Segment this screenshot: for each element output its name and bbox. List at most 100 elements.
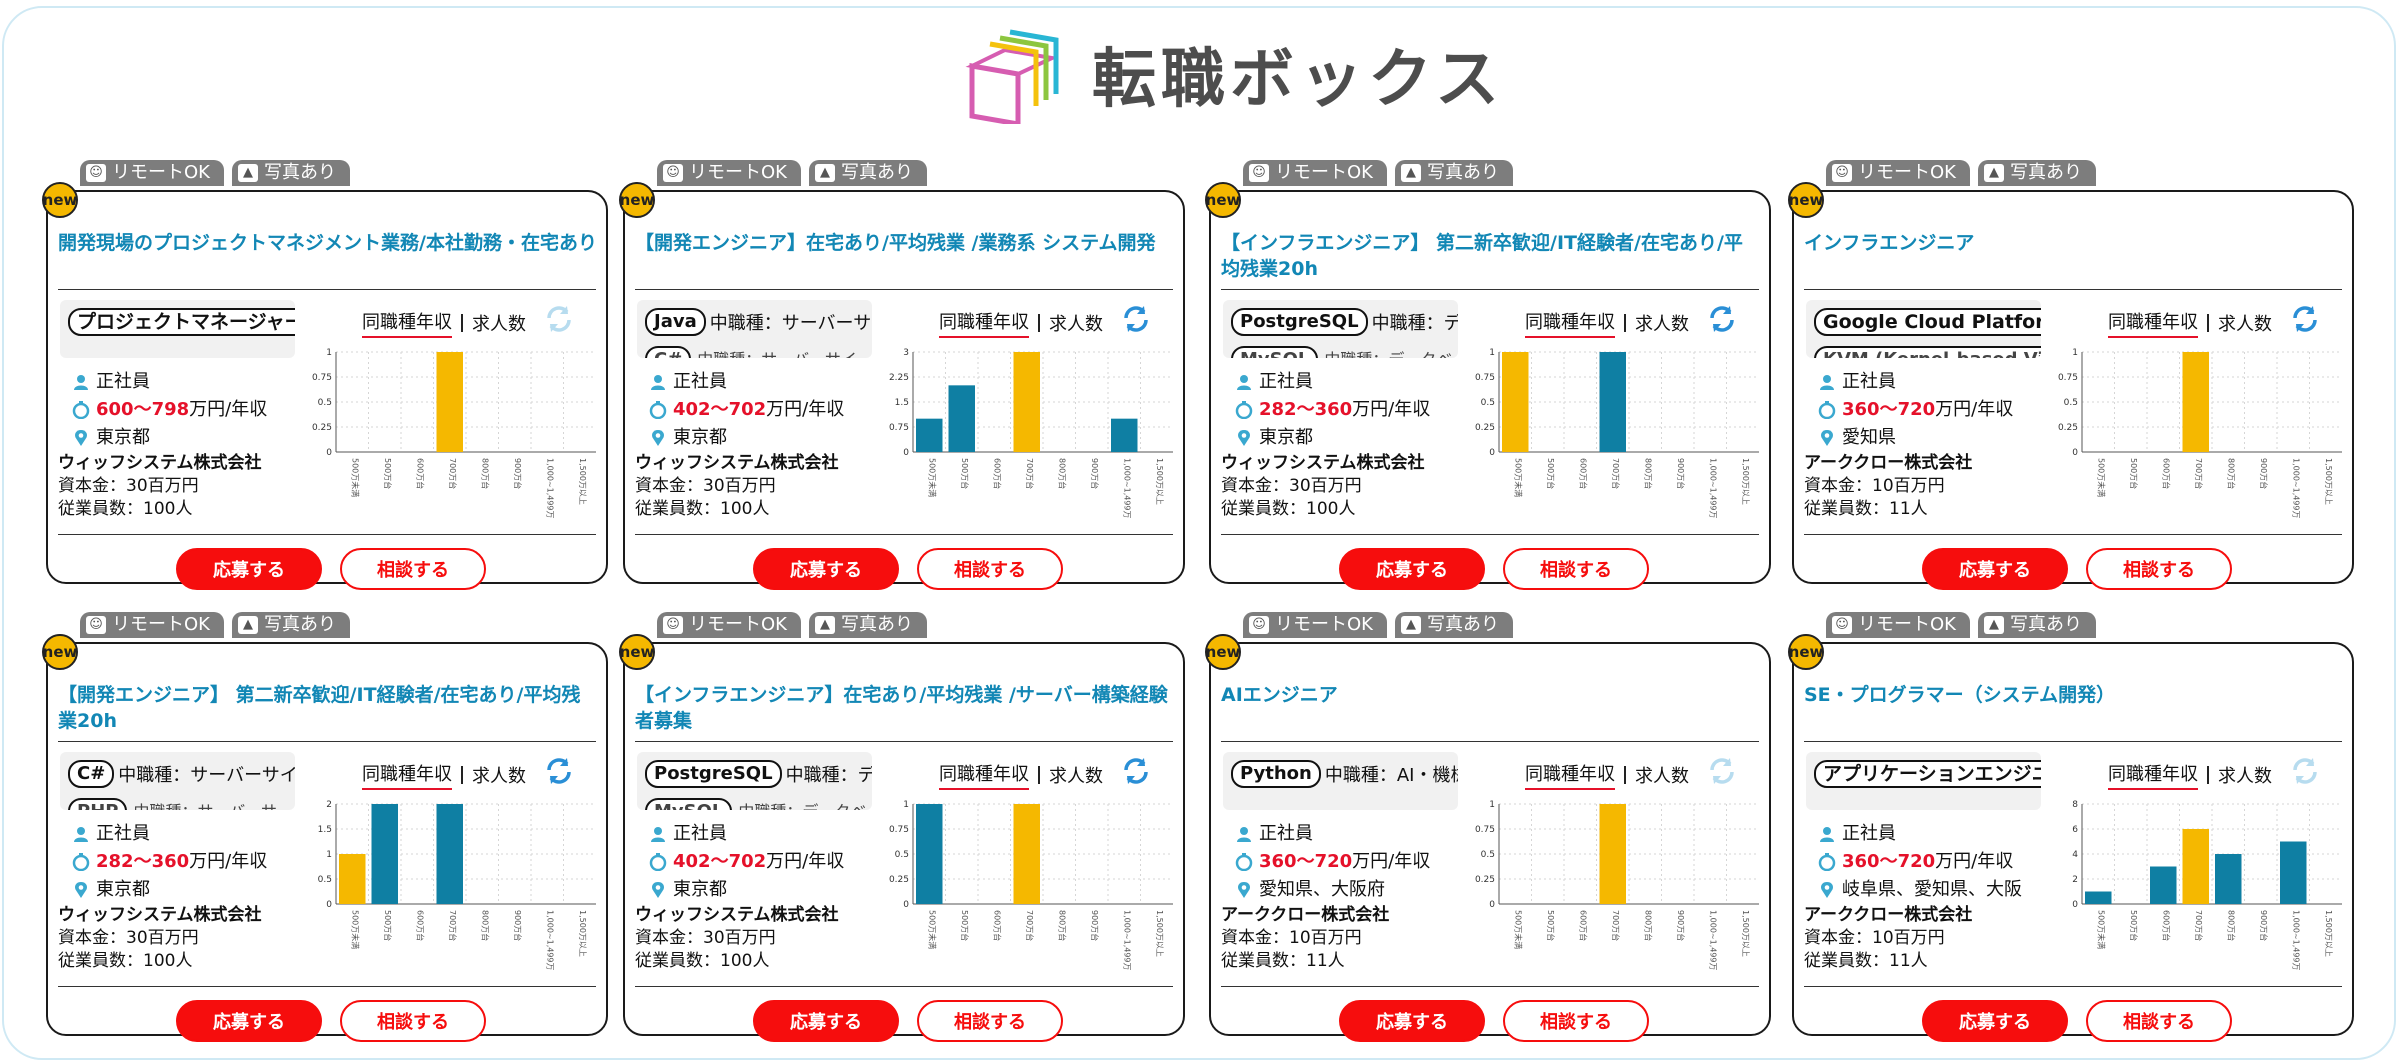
consult-button[interactable]: 相談する bbox=[340, 1000, 486, 1042]
toggle-count[interactable]: 求人数 bbox=[1635, 766, 1689, 787]
chart-bar bbox=[436, 352, 463, 452]
toggle-salary[interactable]: 同職種年収 bbox=[939, 760, 1029, 790]
employment-row: 正社員 bbox=[1235, 820, 1430, 848]
apply-button[interactable]: 応募する bbox=[753, 548, 899, 590]
chart-bar bbox=[1502, 352, 1529, 452]
remote-tag: ☺ リモートOK bbox=[657, 612, 801, 638]
y-tick-label: 1 bbox=[326, 850, 332, 860]
y-tick-label: 3 bbox=[903, 348, 909, 358]
company-name[interactable]: ウィッフシステム株式会社 bbox=[58, 453, 262, 473]
chart-toggle[interactable]: 同職種年収 求人数 bbox=[939, 308, 1103, 338]
photo-label: 写真あり bbox=[263, 614, 336, 635]
x-tick-label: 800万台 bbox=[2226, 910, 2236, 941]
company-name[interactable]: ウィッフシステム株式会社 bbox=[635, 453, 839, 473]
company-name[interactable]: アーククロー株式会社 bbox=[1804, 453, 1973, 473]
chart-toggle[interactable]: 同職種年収 求人数 bbox=[1525, 760, 1689, 790]
toggle-count[interactable]: 求人数 bbox=[472, 314, 526, 335]
company-name[interactable]: ウィッフシステム株式会社 bbox=[1221, 453, 1425, 473]
consult-button[interactable]: 相談する bbox=[2086, 548, 2232, 590]
employment-type: 正社員 bbox=[1842, 371, 1896, 392]
apply-button[interactable]: 応募する bbox=[1922, 548, 2068, 590]
apply-button[interactable]: 応募する bbox=[1339, 1000, 1485, 1042]
company-name[interactable]: アーククロー株式会社 bbox=[1804, 905, 1973, 925]
company-name[interactable]: アーククロー株式会社 bbox=[1221, 905, 1390, 925]
chart-toggle[interactable]: 同職種年収 求人数 bbox=[362, 308, 526, 338]
refresh-icon[interactable] bbox=[542, 302, 576, 336]
job-title[interactable]: 【インフラエンジニア】在宅あり/平均残業 /サーバー構築経験者募集 bbox=[635, 684, 1168, 732]
job-subcategory: 中職種：デー bbox=[785, 765, 872, 786]
toggle-count[interactable]: 求人数 bbox=[2218, 766, 2272, 787]
toggle-count[interactable]: 求人数 bbox=[1049, 314, 1103, 335]
company-name[interactable]: ウィッフシステム株式会社 bbox=[58, 905, 262, 925]
apply-button[interactable]: 応募する bbox=[753, 1000, 899, 1042]
apply-button[interactable]: 応募する bbox=[1339, 548, 1485, 590]
apply-button[interactable]: 応募する bbox=[176, 548, 322, 590]
x-tick-label: 800万台 bbox=[2226, 458, 2236, 489]
remote-tag: ☺ リモートOK bbox=[657, 160, 801, 186]
employment-row: 正社員 bbox=[1818, 368, 2013, 396]
chart-bar bbox=[1111, 418, 1138, 452]
chart-bar bbox=[2150, 866, 2177, 904]
refresh-icon[interactable] bbox=[2288, 302, 2322, 336]
company-name[interactable]: ウィッフシステム株式会社 bbox=[635, 905, 839, 925]
job-title[interactable]: AIエンジニア bbox=[1221, 684, 1338, 706]
toggle-salary[interactable]: 同職種年収 bbox=[2108, 308, 2198, 338]
salary-row: 402〜702万円/年収 bbox=[649, 396, 844, 424]
skill-tags: C# 中職種：サーバーサイ PHP 中職種：サーバーサ bbox=[60, 752, 295, 810]
job-title[interactable]: 【開発エンジニア】 第二新卒歓迎/IT経験者/在宅あり/平均残業20h bbox=[58, 684, 581, 732]
toggle-count[interactable]: 求人数 bbox=[472, 766, 526, 787]
refresh-icon[interactable] bbox=[542, 754, 576, 788]
refresh-icon[interactable] bbox=[1705, 302, 1739, 336]
chart-toggle[interactable]: 同職種年収 求人数 bbox=[362, 760, 526, 790]
job-title[interactable]: 開発現場のプロジェクトマネジメント業務/本社勤務・在宅あり bbox=[58, 232, 597, 254]
x-tick-label: 900万台 bbox=[2259, 458, 2269, 489]
toggle-count[interactable]: 求人数 bbox=[1049, 766, 1103, 787]
employment-type: 正社員 bbox=[1842, 823, 1896, 844]
chart-toggle[interactable]: 同職種年収 求人数 bbox=[939, 760, 1103, 790]
toggle-salary[interactable]: 同職種年収 bbox=[362, 760, 452, 790]
job-title[interactable]: SE・プログラマー（システム開発） bbox=[1804, 684, 2116, 706]
toggle-count[interactable]: 求人数 bbox=[2218, 314, 2272, 335]
photo-label: 写真あり bbox=[2009, 614, 2082, 635]
job-title[interactable]: インフラエンジニア bbox=[1804, 232, 1975, 254]
remote-label: リモートOK bbox=[689, 162, 787, 183]
photo-icon: ▲ bbox=[1400, 616, 1421, 634]
photo-label: 写真あり bbox=[1426, 614, 1499, 635]
toggle-salary[interactable]: 同職種年収 bbox=[939, 308, 1029, 338]
consult-button[interactable]: 相談する bbox=[1503, 548, 1649, 590]
consult-button[interactable]: 相談する bbox=[917, 548, 1063, 590]
y-tick-label: 1 bbox=[1489, 800, 1495, 810]
toggle-salary[interactable]: 同職種年収 bbox=[1525, 308, 1615, 338]
chart-toggle[interactable]: 同職種年収 求人数 bbox=[1525, 308, 1689, 338]
salary-bar-chart: 8 6 4 2 0 500万未満 500万台 600万台 700万台 800万台 900万台 1,00… bbox=[2072, 800, 2342, 971]
company-info: アーククロー株式会社 資本金：10百万円 従業員数：11人 bbox=[1804, 904, 1972, 973]
toggle-salary[interactable]: 同職種年収 bbox=[1525, 760, 1615, 790]
chart-toggle[interactable]: 同職種年収 求人数 bbox=[2108, 760, 2272, 790]
consult-button[interactable]: 相談する bbox=[917, 1000, 1063, 1042]
company-employees: 従業員数：100人 bbox=[1221, 499, 1356, 519]
toggle-count[interactable]: 求人数 bbox=[1635, 314, 1689, 335]
employment-type: 正社員 bbox=[96, 823, 150, 844]
refresh-icon[interactable] bbox=[1705, 754, 1739, 788]
company-capital: 資本金：10百万円 bbox=[1804, 928, 1945, 948]
apply-button[interactable]: 応募する bbox=[176, 1000, 322, 1042]
x-tick-label: 600万台 bbox=[1578, 458, 1588, 489]
consult-button[interactable]: 相談する bbox=[2086, 1000, 2232, 1042]
consult-button[interactable]: 相談する bbox=[1503, 1000, 1649, 1042]
site-logo[interactable]: 転職ボックス bbox=[960, 22, 1504, 126]
chart-toggle[interactable]: 同職種年収 求人数 bbox=[2108, 308, 2272, 338]
consult-button[interactable]: 相談する bbox=[340, 548, 486, 590]
refresh-icon[interactable] bbox=[1119, 754, 1153, 788]
toggle-salary[interactable]: 同職種年収 bbox=[2108, 760, 2198, 790]
job-title[interactable]: 【開発エンジニア】在宅あり/平均残業 /業務系 システム開発 bbox=[635, 232, 1156, 254]
company-info: ウィッフシステム株式会社 資本金：30百万円 従業員数：100人 bbox=[635, 452, 839, 521]
toggle-salary[interactable]: 同職種年収 bbox=[362, 308, 452, 338]
refresh-icon[interactable] bbox=[2288, 754, 2322, 788]
refresh-icon[interactable] bbox=[1119, 302, 1153, 336]
y-tick-label: 0.75 bbox=[2058, 373, 2078, 383]
apply-button[interactable]: 応募する bbox=[1922, 1000, 2068, 1042]
salary-range: 282〜360 bbox=[96, 851, 190, 872]
photo-tag: ▲ 写真あり bbox=[1977, 160, 2096, 186]
job-title[interactable]: 【インフラエンジニア】 第二新卒歓迎/IT経験者/在宅あり/平均残業20h bbox=[1221, 232, 1743, 280]
footer-divider bbox=[1221, 986, 1759, 987]
